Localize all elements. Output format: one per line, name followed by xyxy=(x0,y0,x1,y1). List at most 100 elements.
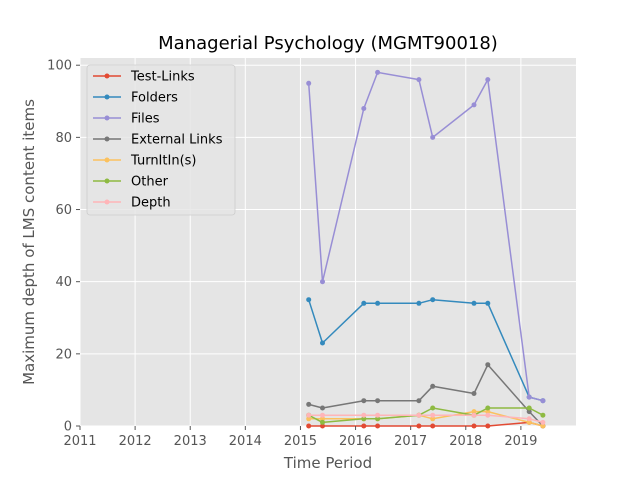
data-point-files xyxy=(526,394,532,400)
legend: Test-Links Folders Files External Links Turn… xyxy=(86,64,236,216)
data-point-depth xyxy=(526,416,532,422)
legend-label: Depth xyxy=(131,196,171,211)
data-point-turnitin-s xyxy=(471,409,477,415)
legend-item-folders: Folders xyxy=(93,91,178,106)
data-point-turnitin-s xyxy=(485,409,491,415)
data-point-files xyxy=(485,77,491,83)
legend-swatch-marker xyxy=(104,73,110,79)
legend-box xyxy=(86,64,236,216)
legend-label: Files xyxy=(131,112,160,127)
data-point-files xyxy=(430,134,436,140)
data-point-test-links xyxy=(416,423,422,429)
data-point-folders xyxy=(416,300,422,306)
y-tick-label: 40 xyxy=(55,275,72,290)
data-point-other xyxy=(526,405,532,411)
data-point-other xyxy=(485,405,491,411)
data-point-other xyxy=(430,405,436,411)
y-axis-ticks: 0 20 40 60 80 100 xyxy=(47,59,80,435)
legend-swatch-marker xyxy=(104,199,110,205)
y-tick-label: 60 xyxy=(55,203,72,218)
legend-item-test-links: Test-Links xyxy=(93,70,195,85)
data-point-turnitin-s xyxy=(526,419,532,425)
data-point-folders xyxy=(485,300,491,306)
data-point-test-links xyxy=(430,423,436,429)
series-depth xyxy=(306,412,546,425)
data-point-folders xyxy=(430,297,436,303)
x-tick-label: 2018 xyxy=(449,434,482,449)
data-point-external-links xyxy=(361,398,367,404)
series-line-test-links xyxy=(308,421,544,427)
x-tick-label: 2011 xyxy=(63,434,96,449)
y-tick-label: 100 xyxy=(47,59,72,74)
data-point-depth xyxy=(320,412,325,418)
data-point-depth xyxy=(361,412,367,418)
series-external-links xyxy=(306,362,546,429)
x-tick-label: 2019 xyxy=(504,434,537,449)
data-point-external-links xyxy=(430,383,436,389)
data-point-external-links xyxy=(375,398,381,404)
data-point-depth xyxy=(430,412,436,418)
data-point-folders xyxy=(306,297,312,303)
data-point-folders xyxy=(320,340,325,346)
data-point-external-links xyxy=(526,409,532,415)
x-tick-label: 2015 xyxy=(284,434,317,449)
data-point-test-links xyxy=(485,423,491,429)
legend-swatch-marker xyxy=(104,178,110,184)
y-axis-title: Maximum depth of LMS content items xyxy=(20,99,38,385)
legend-swatch-marker xyxy=(104,157,110,163)
data-point-depth xyxy=(485,412,491,418)
data-point-turnitin-s xyxy=(430,416,436,422)
data-point-external-links xyxy=(320,405,325,411)
data-point-folders xyxy=(361,300,367,306)
chart-title: Managerial Psychology (MGMT90018) xyxy=(158,33,498,54)
data-point-external-links xyxy=(485,362,491,368)
data-point-test-links xyxy=(361,423,367,429)
data-point-other xyxy=(375,416,381,422)
legend-swatch-marker xyxy=(104,94,110,100)
series-line-other xyxy=(308,407,544,424)
data-point-depth xyxy=(471,412,477,418)
data-point-external-links xyxy=(471,391,477,396)
x-tick-label: 2016 xyxy=(339,434,372,449)
data-point-other xyxy=(540,412,546,418)
y-tick-label: 80 xyxy=(55,131,72,146)
legend-label: External Links xyxy=(131,133,223,148)
series-line-depth xyxy=(308,414,544,424)
legend-item-files: Files xyxy=(93,112,160,127)
data-point-external-links xyxy=(306,401,312,407)
data-point-test-links xyxy=(306,423,312,429)
series-line-files xyxy=(307,71,544,402)
legend-item-depth: Depth xyxy=(93,196,171,211)
data-point-files xyxy=(416,77,422,83)
x-tick-label: 2017 xyxy=(394,434,427,449)
y-tick-label: 0 xyxy=(64,420,72,435)
data-point-folders xyxy=(375,300,381,306)
x-tick-label: 2013 xyxy=(174,434,207,449)
legend-label: TurnItIn(s) xyxy=(130,154,196,169)
data-point-files xyxy=(375,69,381,75)
data-point-files xyxy=(361,106,367,111)
data-point-turnitin-s xyxy=(540,423,546,429)
data-point-test-links xyxy=(320,423,325,429)
x-axis-title: Time Period xyxy=(283,454,372,472)
data-point-test-links xyxy=(471,423,477,429)
data-point-depth xyxy=(416,412,422,418)
x-axis-ticks: 2011 2012 2013 2014 2015 2016 2017 2018 2019 xyxy=(63,426,537,449)
y-tick-label: 20 xyxy=(55,347,72,362)
legend-label: Test-Links xyxy=(130,70,195,85)
x-tick-label: 2012 xyxy=(119,434,152,449)
data-point-depth xyxy=(375,412,381,418)
legend-swatch-marker xyxy=(104,115,110,121)
data-point-external-links xyxy=(416,398,422,404)
data-point-files xyxy=(540,398,546,404)
data-point-other xyxy=(361,416,367,422)
data-point-files xyxy=(306,80,312,86)
data-point-folders xyxy=(471,300,477,306)
series-line-folders xyxy=(307,298,544,402)
data-point-files xyxy=(320,279,325,285)
legend-label: Folders xyxy=(131,91,178,106)
series-layer xyxy=(306,69,546,429)
data-point-other xyxy=(320,419,325,425)
legend-label: Other xyxy=(131,175,169,190)
